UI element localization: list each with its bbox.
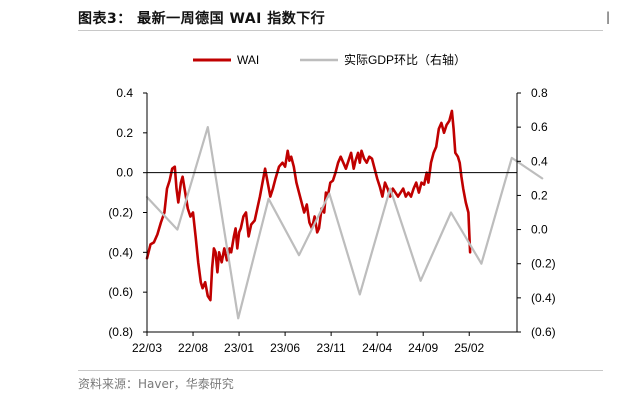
series-line-wai bbox=[145, 109, 472, 302]
x-tick-label: 24/09 bbox=[408, 341, 438, 355]
y-left-tick-label: 0.4 bbox=[116, 86, 133, 100]
x-tick-label: 25/02 bbox=[454, 341, 484, 355]
y-right-tick-label: 0.0 bbox=[531, 223, 548, 237]
x-tick-label: 23/06 bbox=[270, 341, 300, 355]
x-tick-label: 23/01 bbox=[224, 341, 254, 355]
y-right-tick-label: 0.4 bbox=[531, 154, 548, 168]
y-left-tick-label: 0.2 bbox=[116, 126, 133, 140]
y-left-tick-label: 0.0 bbox=[116, 166, 133, 180]
y-left-tick-label: (0.2) bbox=[108, 206, 133, 220]
series-line-gdp bbox=[145, 126, 544, 320]
y-right-tick-label: 0.8 bbox=[531, 86, 548, 100]
y-right-tick-label: (0.6) bbox=[531, 325, 556, 339]
title-divider bbox=[78, 30, 603, 31]
source-divider bbox=[78, 370, 603, 371]
source-note: 资料来源：Haver，华泰研究 bbox=[78, 377, 234, 391]
x-tick-label: 22/08 bbox=[178, 341, 208, 355]
y-right-tick-label: 0.2 bbox=[531, 188, 548, 202]
y-right-tick-label: 0.6 bbox=[531, 120, 548, 134]
edge-mark-top: | bbox=[606, 10, 611, 24]
legend-label: 实际GDP环比（右轴） bbox=[344, 52, 466, 67]
y-left-tick-label: (0.8) bbox=[108, 325, 133, 339]
x-tick-label: 23/11 bbox=[317, 341, 346, 355]
y-right-tick-label: (0.2) bbox=[531, 257, 556, 271]
y-right-tick-label: (0.4) bbox=[531, 291, 556, 305]
y-left-tick-label: (0.4) bbox=[108, 245, 133, 259]
figure-title: 图表3： 最新一周德国 WAI 指数下行 bbox=[78, 11, 326, 27]
x-tick-label: 22/03 bbox=[132, 341, 162, 355]
y-left-tick-label: (0.6) bbox=[108, 285, 133, 299]
legend-label: WAI bbox=[237, 53, 259, 67]
x-tick-label: 24/04 bbox=[362, 341, 392, 355]
